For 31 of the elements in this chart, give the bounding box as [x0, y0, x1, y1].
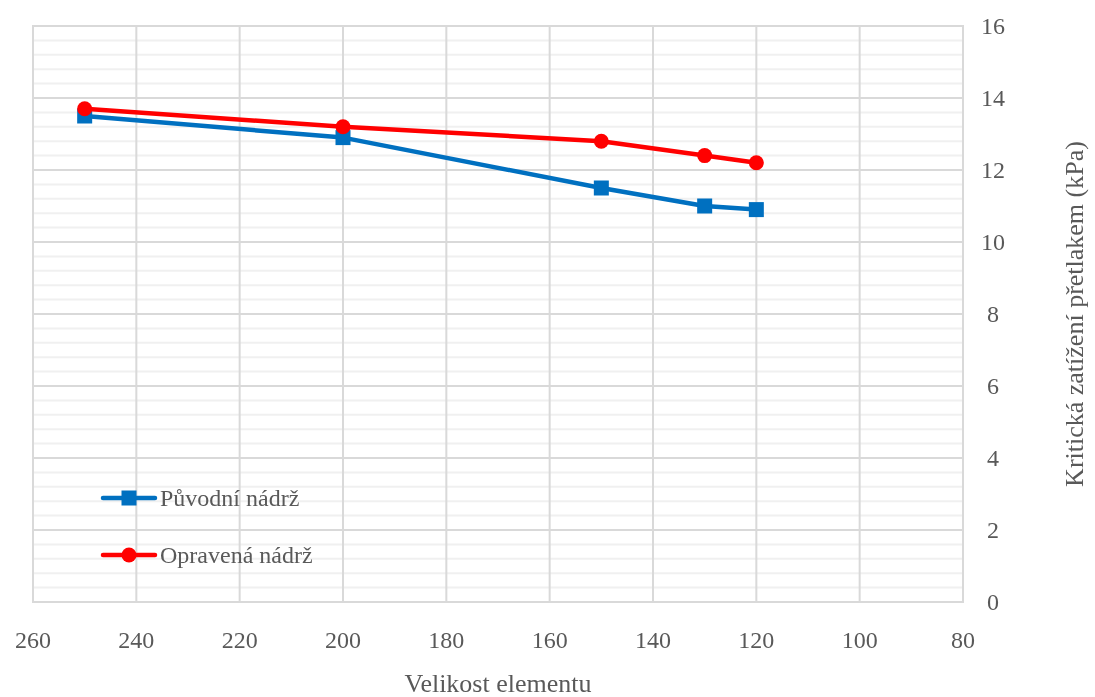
- y-tick-label: 4: [987, 445, 999, 472]
- x-axis-title: Velikost elementu: [404, 669, 592, 697]
- point: [748, 202, 764, 218]
- point: [697, 198, 713, 214]
- point: [593, 133, 609, 149]
- x-tick-label: 200: [325, 627, 361, 653]
- y-tick-label: 14: [981, 85, 1005, 112]
- y-tick-label: 10: [981, 229, 1005, 256]
- y-tick-label: 2: [987, 517, 999, 544]
- x-tick-label: 240: [118, 627, 155, 653]
- x-tick-label: 220: [221, 627, 258, 653]
- y-axis-title: Kritická zatížení přetlakem (kPa): [1060, 141, 1089, 487]
- x-tick-label: 100: [841, 627, 878, 653]
- x-tick-label: 80: [951, 627, 975, 653]
- x-tick-label: 180: [428, 627, 465, 653]
- y-tick-label: 12: [981, 157, 1005, 184]
- y-tick-label: 8: [987, 301, 999, 328]
- y-tick-label: 0: [987, 589, 999, 616]
- point: [77, 101, 93, 117]
- x-tick-label: 260: [15, 627, 51, 653]
- point: [697, 148, 713, 164]
- point: [593, 180, 609, 196]
- legend-label: Původní nádrž: [160, 485, 300, 512]
- point: [748, 155, 764, 171]
- y-tick-label: 6: [987, 373, 999, 400]
- x-tick-label: 140: [635, 627, 671, 653]
- x-tick-label: 160: [531, 627, 568, 653]
- x-tick-label: 120: [738, 627, 775, 653]
- legend-label: Opravená nádrž: [160, 542, 313, 569]
- point: [335, 119, 351, 135]
- y-tick-label: 16: [981, 13, 1005, 40]
